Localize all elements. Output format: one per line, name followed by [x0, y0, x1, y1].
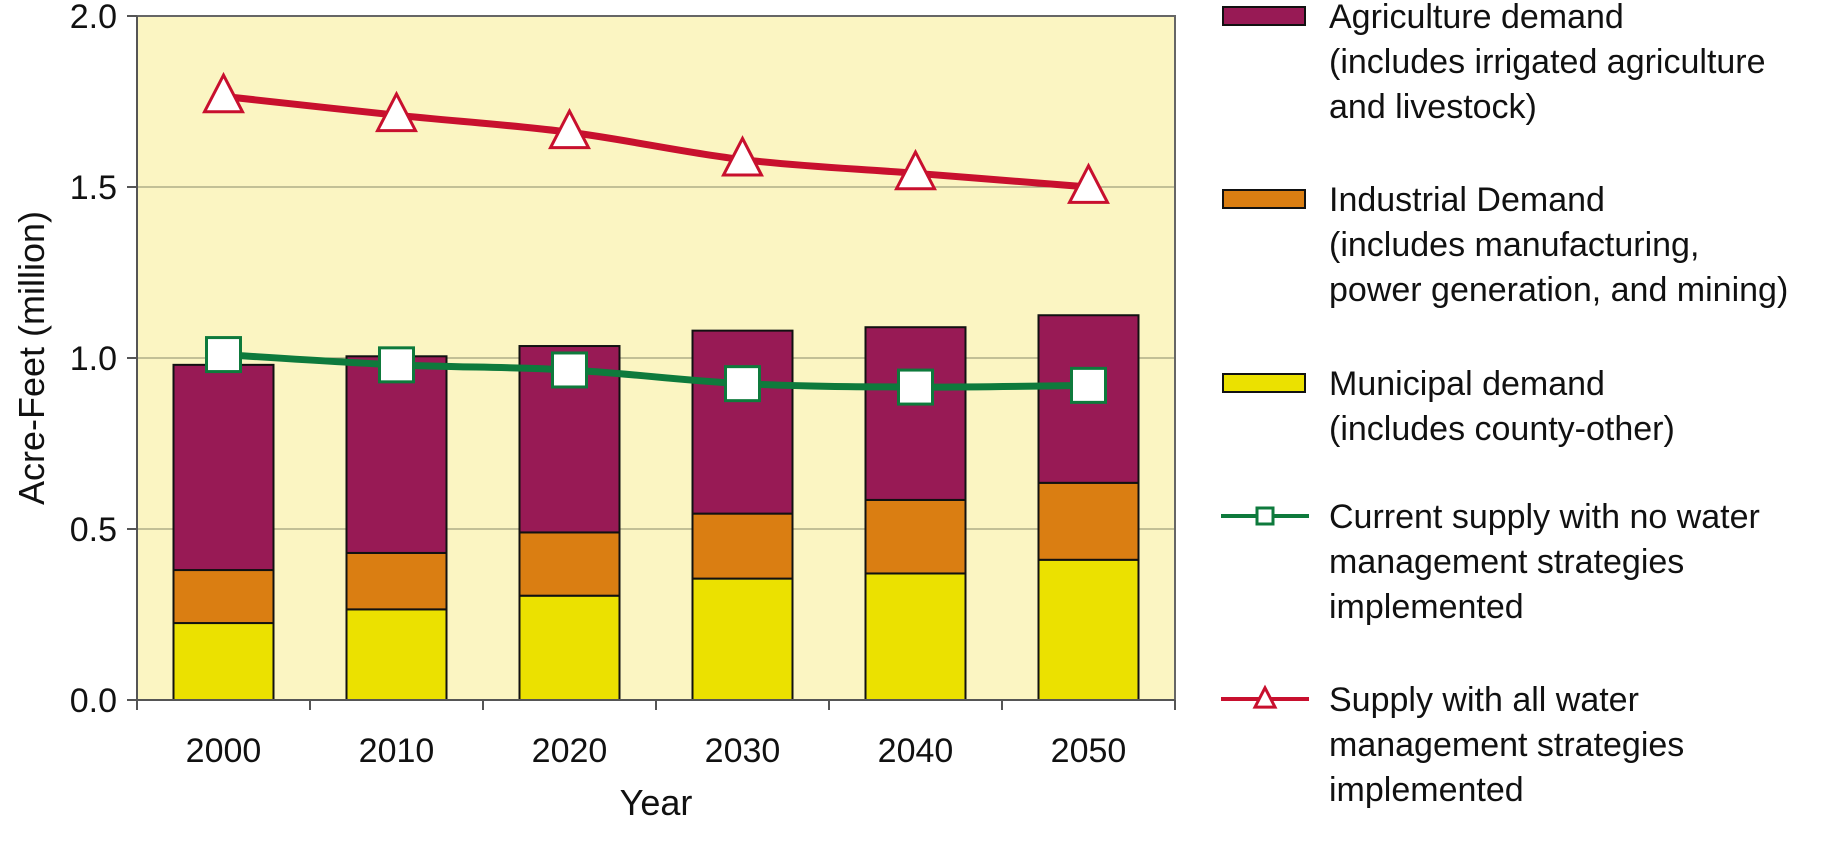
triangle-marker	[548, 107, 591, 150]
triangle-marker	[721, 135, 764, 177]
triangle-marker	[375, 90, 418, 133]
square-marker	[551, 351, 588, 389]
legend-swatch	[1222, 6, 1306, 26]
square-marker	[1255, 506, 1275, 526]
y-tick-label: 2.0	[70, 0, 117, 36]
bar-segment	[172, 622, 275, 701]
x-tick-label: 2020	[532, 732, 608, 770]
bar-segment	[172, 363, 275, 572]
legend-label: Current supply with no water	[1329, 498, 1760, 536]
bar-segment	[172, 569, 275, 625]
legend-entry: Municipal demand (includes county-other)	[1222, 365, 1675, 448]
square-marker	[1070, 366, 1107, 404]
square-marker	[205, 336, 242, 374]
bar-segment	[1037, 558, 1140, 702]
series-line	[220, 351, 1092, 391]
legend-label: management strategies	[1329, 726, 1684, 764]
legend-label: (includes county-other)	[1329, 410, 1675, 448]
triangle-marker	[1067, 162, 1110, 204]
legend-label: Industrial Demand	[1329, 181, 1605, 219]
legend-label: (includes manufacturing,	[1329, 226, 1699, 264]
legend-label: Supply with all water	[1329, 681, 1639, 719]
legend-label: Municipal demand	[1329, 365, 1605, 403]
legend-entry: Supply with all water management strategi…	[1221, 681, 1684, 809]
legend-entry: Current supply with no water management s…	[1221, 498, 1760, 626]
axes: 0.0 0.5 1.0 1.5 2.0 2000 2010 2020 2030 2040 2050 Y…	[11, 0, 1176, 823]
bar-segment	[864, 326, 967, 501]
triangle-marker	[894, 148, 937, 191]
legend-label: implemented	[1329, 588, 1524, 626]
legend-label: (includes irrigated agriculture	[1329, 43, 1766, 81]
x-tick-label: 2000	[186, 732, 262, 770]
series-line	[220, 92, 1092, 191]
x-axis-title: Year	[620, 782, 693, 823]
square-marker	[378, 346, 415, 384]
bar-segment	[345, 608, 448, 701]
y-axis-title: Acre-Feet (million)	[11, 211, 52, 505]
bar-segment	[864, 572, 967, 702]
triangle-marker	[1252, 684, 1278, 709]
x-tick-label: 2010	[359, 732, 435, 770]
x-tick-label: 2040	[878, 732, 954, 770]
square-marker	[724, 365, 761, 403]
square-marker	[897, 368, 934, 406]
triangle-marker	[202, 71, 245, 114]
bar-segment	[345, 551, 448, 611]
legend-label: power generation, and mining)	[1329, 271, 1788, 309]
bar-segment	[691, 577, 794, 702]
plot-area	[136, 15, 1176, 702]
legend-label: and livestock)	[1329, 88, 1537, 126]
bar-segment	[1037, 481, 1140, 561]
y-tick-label: 0.0	[70, 682, 117, 720]
bar-segment	[691, 512, 794, 580]
legend-label: Agriculture demand	[1329, 0, 1624, 36]
legend-swatch	[1222, 189, 1306, 209]
legend-entry: Industrial Demand (includes manufacturing…	[1222, 181, 1788, 309]
x-tick-label: 2030	[705, 732, 781, 770]
legend-label: implemented	[1329, 771, 1524, 809]
y-tick-label: 1.0	[70, 340, 117, 378]
legend-entry: Agriculture demand (includes irrigated ag…	[1222, 0, 1766, 126]
legend-label: management strategies	[1329, 543, 1684, 581]
y-tick-label: 1.5	[70, 169, 117, 207]
y-tick-label: 0.5	[70, 511, 117, 549]
legend: Agriculture demand (includes irrigated ag…	[1221, 0, 1788, 809]
bar-segment	[518, 531, 621, 597]
legend-swatch	[1222, 373, 1306, 393]
bar-segment	[864, 498, 967, 575]
bar-segment	[691, 329, 794, 515]
bar-segment	[345, 355, 448, 554]
x-tick-label: 2050	[1051, 732, 1127, 770]
bar-segment	[518, 594, 621, 701]
